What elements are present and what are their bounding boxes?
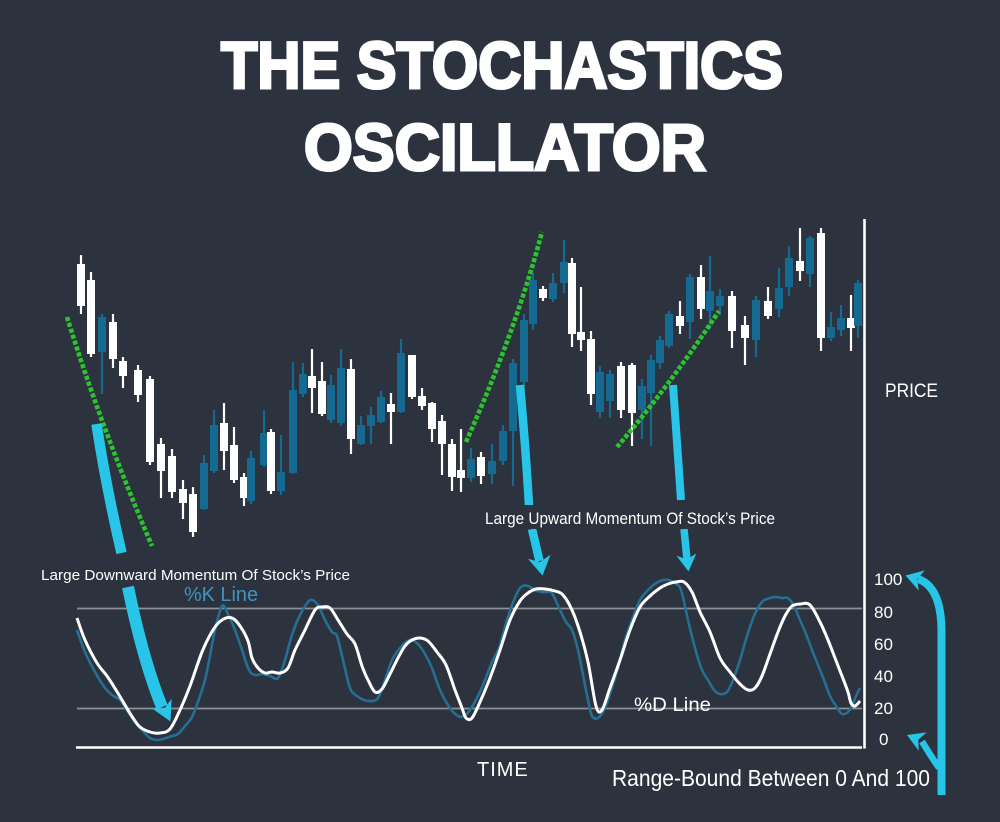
svg-text:THE STOCHASTICS: THE STOCHASTICS xyxy=(221,28,783,102)
svg-text:80: 80 xyxy=(874,603,893,622)
svg-text:Large Downward Momentum Of St: Large Downward Momentum Of Stock’s Price xyxy=(41,567,350,584)
svg-text:OSCILLATOR: OSCILLATOR xyxy=(304,110,706,184)
svg-text:%K Line: %K Line xyxy=(184,584,258,606)
svg-text:0: 0 xyxy=(879,730,888,749)
svg-text:100: 100 xyxy=(874,570,902,589)
svg-text:Large Upward Momentum Of Stoc: Large Upward Momentum Of Stock’s Price xyxy=(485,510,775,528)
svg-text:40: 40 xyxy=(874,667,893,686)
svg-text:PRICE: PRICE xyxy=(885,381,938,402)
svg-text:Range-Bound Between 0 And 100: Range-Bound Between 0 And 100 xyxy=(612,765,930,791)
svg-text:20: 20 xyxy=(874,699,893,718)
svg-text:TIME: TIME xyxy=(477,759,529,781)
svg-text:%D Line: %D Line xyxy=(634,695,711,716)
svg-text:60: 60 xyxy=(874,635,893,654)
